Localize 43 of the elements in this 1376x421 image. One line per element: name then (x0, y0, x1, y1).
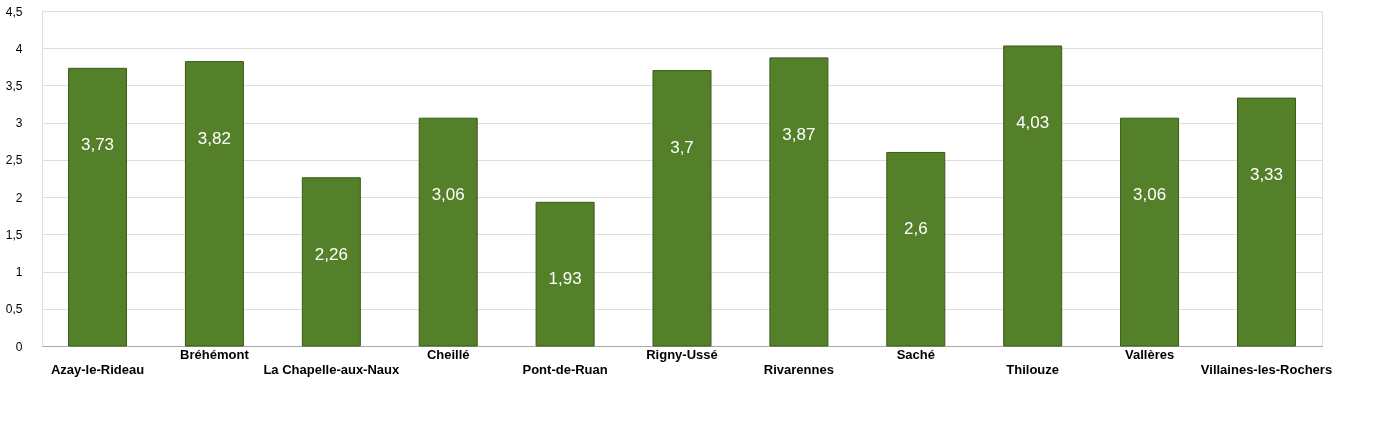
y-tick-label: 4,5 (5, 4, 23, 19)
x-tick-label: Rigny-Ussé (646, 346, 718, 362)
bar (886, 151, 946, 347)
bar (301, 177, 361, 347)
bar (418, 117, 478, 347)
y-tick-label: 0,5 (5, 302, 23, 317)
y-tick-label: 4 (15, 41, 23, 56)
x-tick-label: Rivarennes (763, 361, 834, 377)
data-label: 3,33 (1249, 165, 1284, 185)
bar (652, 70, 712, 347)
bar (1003, 45, 1063, 347)
bar (1236, 97, 1296, 347)
y-tick-label: 3,5 (5, 78, 23, 93)
data-label: 3,7 (670, 137, 694, 157)
x-tick-label: Villaines-les-Rochers (1200, 361, 1333, 377)
x-tick-label: Vallères (1125, 346, 1175, 362)
bar (769, 57, 829, 347)
y-tick-label: 1,5 (5, 227, 23, 242)
y-tick-label: 1 (15, 265, 23, 280)
data-label: 2,26 (314, 244, 348, 264)
y-tick-label: 2 (15, 190, 23, 205)
data-label: 3,06 (1133, 185, 1167, 205)
data-label: 3,82 (197, 128, 231, 148)
bar (1120, 117, 1180, 347)
data-label: 1,93 (548, 269, 582, 289)
bar (535, 201, 595, 347)
data-label: 4,03 (1016, 112, 1050, 132)
y-tick-label: 3 (15, 116, 23, 131)
data-label: 3,87 (782, 124, 816, 144)
x-tick-label: Cheillé (426, 346, 470, 362)
x-tick-label: Azay-le-Rideau (50, 361, 145, 377)
y-tick-label: 0 (15, 339, 23, 354)
x-tick-label: Pont-de-Ruan (522, 361, 608, 377)
bar (184, 61, 244, 347)
x-tick-label: La Chapelle-aux-Naux (263, 361, 400, 377)
x-tick-label: Saché (896, 346, 935, 362)
y-tick-label: 2,5 (5, 153, 23, 168)
x-tick-label: Bréhémont (180, 346, 250, 362)
data-label: 3,73 (80, 135, 115, 155)
data-label: 2,6 (903, 219, 928, 239)
data-label: 3,06 (431, 185, 465, 205)
x-tick-label: Thilouze (1006, 361, 1060, 377)
bar (68, 67, 128, 347)
